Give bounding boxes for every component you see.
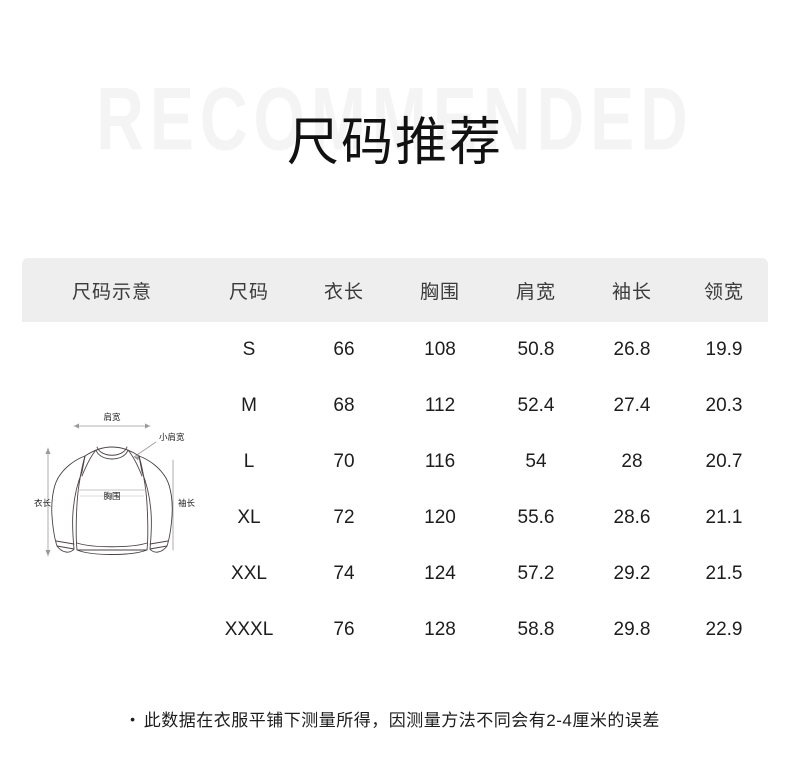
cell-body-length: 72 (333, 507, 355, 528)
neckline-outer (95, 449, 129, 460)
size-chart-table: 尺码示意 尺码 衣长 胸围 肩宽 袖长 领宽 (22, 258, 768, 658)
right-sleeve-outline (138, 455, 173, 550)
page-title: 尺码推荐 (286, 114, 503, 172)
column-header-sleeve-length: 袖长 (611, 281, 652, 303)
cell-sleeve-length: 29.2 (613, 563, 651, 584)
cell-sleeve-length: 26.8 (613, 339, 651, 360)
label-shoulder-width: 肩宽 (103, 412, 121, 422)
cell-bust: 128 (424, 619, 456, 640)
cell-size: M (241, 395, 257, 416)
label-bust: 胸围 (103, 491, 120, 501)
measurement-disclaimer: • 此数据在衣服平铺下测量所得，因测量方法不同会有2-4厘米的误差 (0, 706, 790, 731)
cell-body-length: 68 (333, 395, 355, 416)
cell-collar-width: 21.5 (705, 563, 743, 584)
body-outline (75, 446, 149, 551)
left-cuff (56, 545, 75, 553)
cell-size: S (242, 339, 256, 360)
bottom-hem-seam (76, 542, 148, 548)
cell-collar-width: 20.3 (705, 395, 743, 416)
cell-shoulder-width: 52.4 (517, 395, 555, 416)
cell-shoulder-width: 54 (525, 451, 547, 472)
measurement-disclaimer-text: 此数据在衣服平铺下测量所得，因测量方法不同会有2-4厘米的误差 (143, 711, 660, 730)
cell-shoulder-width: 57.2 (517, 563, 555, 584)
left-shoulder-seam (81, 449, 97, 477)
bullet-icon: • (130, 711, 136, 727)
body-length-arrow-bottom (45, 550, 51, 556)
table-row: L 70 116 54 28 20.7 (22, 434, 768, 490)
column-header-collar-width: 领宽 (703, 281, 744, 303)
table-row: XXL 74 124 57.2 29.2 21.5 (22, 546, 768, 602)
cell-bust: 108 (424, 339, 456, 360)
shoulder-arrow-left (74, 423, 79, 429)
right-shoulder-seam (127, 449, 143, 477)
cell-collar-width: 20.7 (705, 451, 743, 472)
cell-sleeve-length: 28.6 (613, 507, 651, 528)
cell-collar-width: 22.9 (705, 619, 743, 640)
cell-body-length: 70 (333, 451, 355, 472)
cell-size: XXL (231, 563, 267, 584)
page-header: RECOMMENDED 尺码推荐 (0, 0, 790, 250)
cell-shoulder-width: 55.6 (517, 507, 555, 528)
cell-size: XXXL (224, 619, 274, 640)
small-shoulder-leader-line (133, 441, 157, 458)
cell-shoulder-width: 50.8 (517, 339, 555, 360)
label-body-length: 衣长 (34, 498, 52, 508)
column-header-size-diagram: 尺码示意 (71, 281, 152, 303)
shoulder-arrow-right (145, 423, 150, 429)
cell-sleeve-length: 27.4 (613, 395, 651, 416)
right-cuff (149, 545, 168, 553)
label-sleeve-length: 袖长 (178, 498, 196, 508)
cell-bust: 124 (424, 563, 456, 584)
cell-bust: 112 (424, 395, 456, 416)
left-cuff-seam (55, 540, 75, 545)
body-length-arrow-top (45, 448, 51, 454)
column-header-bust: 胸围 (419, 281, 460, 303)
cell-body-length: 76 (333, 619, 355, 640)
cell-size: L (243, 451, 255, 472)
left-sleeve-outline (51, 455, 86, 550)
column-header-size: 尺码 (228, 281, 269, 303)
label-small-shoulder-width: 小肩宽 (159, 432, 185, 442)
table-row: XXXL 76 128 58.8 29.8 22.9 (22, 602, 768, 658)
cell-body-length: 66 (333, 339, 355, 360)
column-header-body-length: 衣长 (323, 281, 364, 303)
right-cuff-seam (149, 540, 169, 545)
cell-collar-width: 19.9 (705, 339, 743, 360)
cell-sleeve-length: 28 (621, 451, 643, 472)
cell-bust: 116 (424, 451, 456, 472)
table-body: 肩宽 小肩宽 胸围 衣长 袖长 S 66 108 50.8 26.8 19.9 … (22, 322, 768, 658)
cell-shoulder-width: 58.8 (517, 619, 555, 640)
cell-size: XL (237, 507, 261, 528)
table-row: S 66 108 50.8 26.8 19.9 (22, 322, 768, 378)
watermark-text: RECOMMENDED (96, 68, 694, 169)
cell-body-length: 74 (333, 563, 355, 584)
table-header-row: 尺码示意 尺码 衣长 胸围 肩宽 袖长 领宽 (22, 258, 768, 322)
column-header-shoulder-width: 肩宽 (515, 281, 556, 303)
cell-bust: 120 (424, 507, 456, 528)
bottom-hem-curve (76, 549, 148, 555)
sweatshirt-illustration-svg: 肩宽 小肩宽 胸围 衣长 袖长 (34, 412, 196, 557)
cell-sleeve-length: 29.8 (613, 619, 651, 640)
neckline-inner (96, 446, 128, 456)
cell-collar-width: 21.1 (705, 507, 743, 528)
garment-diagram: 肩宽 小肩宽 胸围 衣长 袖长 (22, 404, 202, 574)
